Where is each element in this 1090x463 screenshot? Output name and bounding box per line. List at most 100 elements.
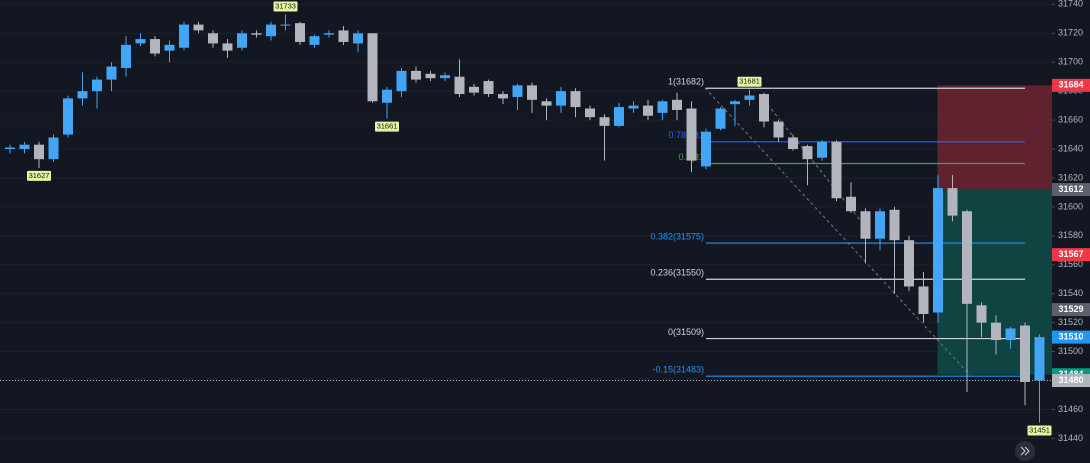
candle-body	[324, 33, 334, 35]
price-tag: 31684	[1058, 80, 1083, 90]
extreme-label-bg	[1027, 425, 1052, 436]
stop-zone	[937, 85, 1052, 190]
price-tag: 31510	[1058, 331, 1083, 341]
extreme-label: 31627	[29, 171, 50, 180]
fib-label: 0.236(31550)	[650, 268, 704, 278]
candle-body	[454, 76, 465, 95]
candle-body	[208, 33, 218, 44]
extreme-label: 31733	[275, 1, 296, 10]
candle-body	[875, 211, 885, 239]
candle-body	[266, 24, 276, 37]
candle-body	[106, 66, 117, 80]
candle-body	[280, 24, 291, 26]
y-tick-label: 31580	[1058, 230, 1083, 240]
y-tick-label: 31700	[1058, 57, 1083, 67]
candle-body	[1020, 325, 1030, 382]
candle-body	[701, 131, 711, 167]
price-tag-bg	[1052, 248, 1090, 262]
candle-body	[164, 44, 175, 51]
y-tick-label: 31620	[1058, 172, 1083, 182]
candle-body	[802, 146, 813, 160]
candle-body	[643, 105, 653, 116]
fib-label: 0.786(31	[668, 130, 704, 140]
price-tag: 31612	[1058, 184, 1083, 194]
candle-body	[947, 188, 958, 216]
price-tag-bg	[1052, 374, 1090, 388]
y-tick-label: 31600	[1058, 201, 1083, 211]
candle-body	[715, 108, 726, 129]
candle-body	[759, 94, 769, 122]
extreme-label: 31661	[377, 122, 398, 131]
candle-body	[425, 73, 436, 79]
price-tag: 31567	[1058, 249, 1083, 259]
fib-label: 0.382(31575)	[650, 231, 704, 241]
candle-body	[353, 33, 363, 44]
candle-body	[150, 39, 160, 54]
y-tick-label: 31640	[1058, 143, 1083, 153]
candle-body	[628, 105, 639, 109]
candle-body	[1005, 328, 1016, 341]
candle-body	[1034, 337, 1045, 381]
candle-body	[904, 240, 914, 287]
candle-body	[817, 141, 827, 158]
candle-body	[367, 33, 378, 102]
candle-body	[63, 98, 73, 135]
y-tick-label: 31500	[1058, 346, 1083, 356]
candle-body	[614, 107, 624, 126]
candle-body	[672, 99, 682, 110]
candle-body	[34, 144, 44, 160]
candle-body	[193, 24, 204, 31]
candle-body	[541, 101, 552, 106]
candle-body	[179, 24, 189, 48]
y-tick-label: 31460	[1058, 404, 1083, 414]
candle-body	[469, 86, 479, 93]
candle-body	[527, 85, 537, 100]
y-tick-label: 31660	[1058, 114, 1083, 124]
candle-body	[686, 108, 697, 161]
candle-body	[657, 101, 668, 113]
candle-body	[585, 108, 595, 118]
candle-body	[860, 211, 871, 239]
y-tick-label: 31540	[1058, 288, 1083, 298]
price-tag-bg	[1052, 330, 1090, 344]
y-tick-label: 31740	[1058, 0, 1083, 9]
price-tag-bg	[1052, 183, 1090, 197]
candle-body	[77, 91, 88, 99]
candle-body	[295, 23, 305, 42]
candle-body	[744, 95, 755, 100]
candle-body	[309, 36, 320, 45]
scroll-button[interactable]	[1015, 441, 1035, 461]
candle-body	[498, 94, 508, 99]
candle-body	[396, 70, 407, 92]
candle-body	[251, 33, 262, 35]
fib-label: 1(31682)	[668, 77, 704, 87]
fib-label: 0(31509)	[668, 327, 704, 337]
candle-body	[831, 141, 842, 199]
candle-body	[5, 147, 15, 150]
trend-drawing	[704, 87, 971, 376]
price-tag: 31480	[1058, 375, 1083, 385]
extreme-label-bg	[375, 121, 399, 132]
extreme-label: 31681	[739, 77, 760, 86]
extreme-label-bg	[273, 1, 298, 12]
candle-body	[788, 137, 798, 150]
candle-body	[599, 117, 610, 126]
candle-body	[962, 211, 972, 304]
candle-body	[222, 43, 233, 51]
candle-body	[440, 75, 450, 79]
candle-body	[846, 196, 856, 212]
candle-body	[382, 89, 392, 103]
candle-body	[92, 79, 102, 92]
scroll-icon[interactable]	[1020, 446, 1030, 456]
target-zone	[937, 189, 1052, 375]
candle-body	[48, 137, 59, 160]
candle-body	[121, 44, 131, 69]
candle-body	[338, 30, 349, 42]
extreme-label-bg	[737, 76, 762, 87]
candle-body	[556, 91, 566, 106]
y-tick-label: 31440	[1058, 433, 1083, 443]
candle-body	[976, 305, 987, 323]
candle-body	[237, 33, 247, 48]
extreme-label: 31451	[1029, 425, 1050, 434]
